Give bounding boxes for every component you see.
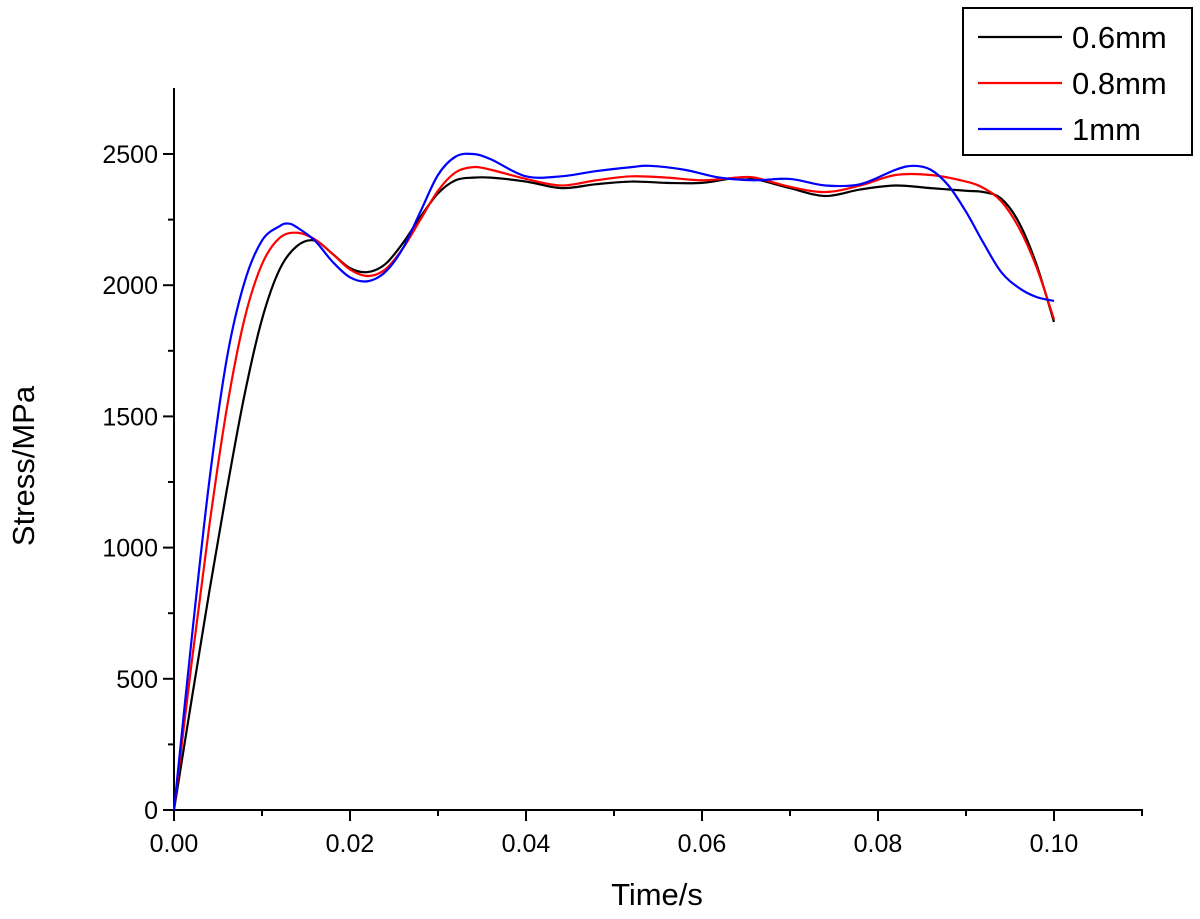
- x-axis-title: Time/s: [611, 877, 703, 912]
- y-tick-label: 2500: [102, 141, 158, 169]
- legend-box: [962, 7, 1193, 156]
- y-tick-label: 2000: [102, 272, 158, 300]
- y-tick-label: 0: [144, 797, 158, 825]
- y-ticks: 0 500 1000 1500 2000 2500: [102, 141, 174, 825]
- y-tick-label: 1500: [102, 403, 158, 431]
- axes: [173, 88, 1143, 811]
- legend: 0.6mm 0.8mm 1mm: [962, 7, 1193, 156]
- x-tick-label: 0.06: [678, 830, 727, 858]
- x-tick-label: 0.10: [1030, 830, 1079, 858]
- x-tick-label: 0.02: [326, 830, 375, 858]
- legend-label: 0.6mm: [1072, 20, 1167, 55]
- legend-label: 1mm: [1072, 112, 1141, 147]
- y-axis-title: Stress/MPa: [6, 385, 41, 546]
- x-tick-label: 0.04: [502, 830, 551, 858]
- y-tick-label: 500: [116, 666, 158, 694]
- series-line-1mm: [172, 152, 1055, 811]
- y-tick-label: 1000: [102, 535, 158, 563]
- x-tick-label: 0.00: [150, 830, 199, 858]
- series-line-0.6mm: [172, 176, 1056, 811]
- series-lines: [172, 152, 1056, 811]
- x-tick-label: 0.08: [854, 830, 903, 858]
- legend-label: 0.8mm: [1072, 66, 1167, 101]
- x-ticks: 0.00 0.02 0.04 0.06 0.08 0.10: [150, 810, 1143, 858]
- series-line-0.8mm: [172, 165, 1056, 811]
